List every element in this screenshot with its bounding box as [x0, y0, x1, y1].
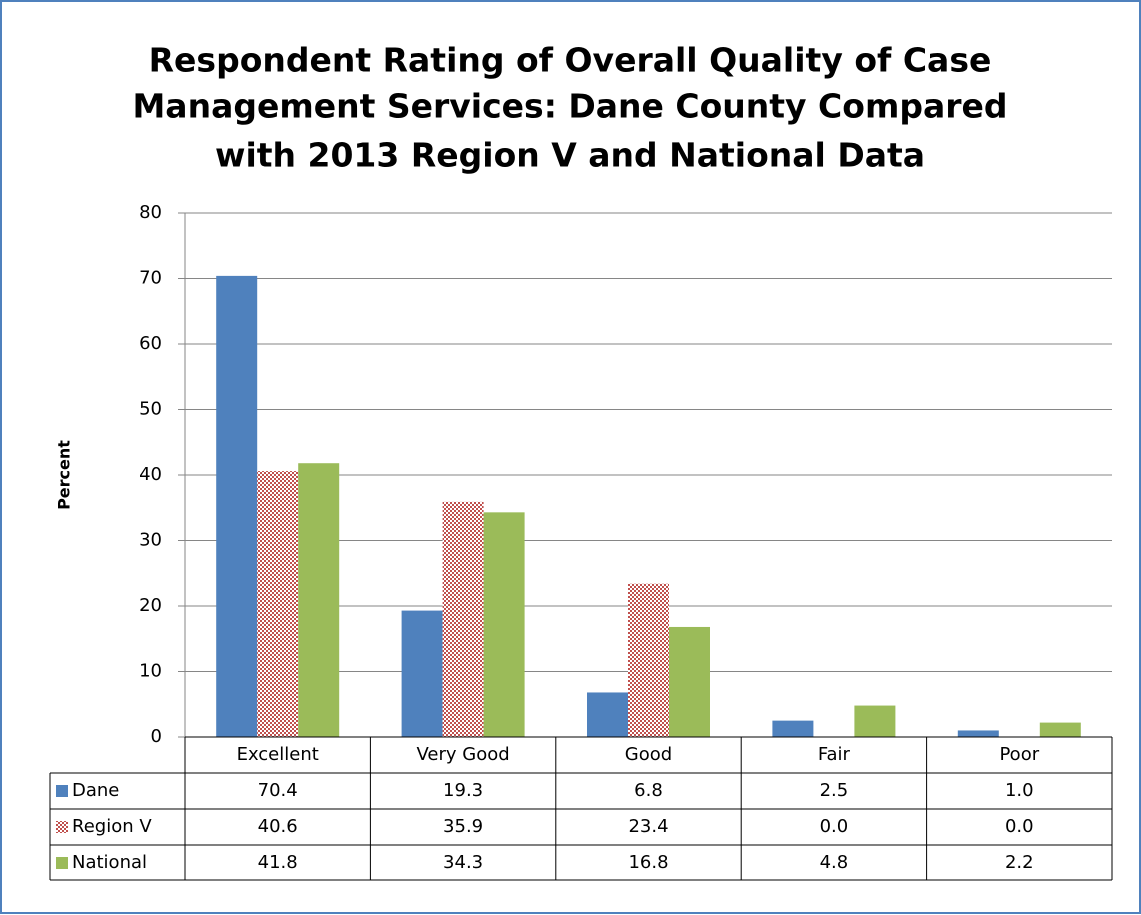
x-tick-label: Fair [818, 744, 851, 765]
chart-title: with 2013 Region V and National Data [215, 136, 925, 175]
table-value: 35.9 [443, 816, 483, 837]
y-tick-label: 70 [139, 268, 162, 289]
bar [442, 501, 484, 737]
y-tick-label: 0 [151, 726, 162, 747]
table-value: 4.8 [820, 852, 849, 873]
legend-key [56, 857, 68, 869]
bar [628, 583, 669, 737]
table-value: 34.3 [443, 852, 483, 873]
x-tick-label: Very Good [417, 744, 510, 765]
y-tick-label: 30 [139, 530, 162, 551]
x-tick-label: Excellent [237, 744, 319, 765]
legend-label: Region V [72, 816, 152, 837]
x-tick-label: Good [625, 744, 672, 765]
table-value: 2.5 [820, 780, 849, 801]
legend-label: National [72, 852, 147, 873]
y-tick-label: 20 [139, 595, 162, 616]
table-value: 16.8 [628, 852, 668, 873]
table-value: 0.0 [1005, 816, 1034, 837]
legend-key [56, 785, 68, 797]
bar [854, 705, 896, 737]
table-value: 6.8 [634, 780, 663, 801]
legend-label: Dane [72, 780, 119, 801]
table-value: 0.0 [820, 816, 849, 837]
table-value: 41.8 [258, 852, 298, 873]
bar [257, 471, 299, 737]
bar [957, 730, 999, 737]
chart-title: Management Services: Dane County Compare… [132, 87, 1007, 126]
table-value: 19.3 [443, 780, 483, 801]
y-tick-label: 50 [139, 399, 162, 420]
table-value: 2.2 [1005, 852, 1034, 873]
bar [216, 275, 258, 737]
legend-key [56, 821, 68, 833]
table-value: 70.4 [258, 780, 298, 801]
y-tick-label: 40 [139, 464, 162, 485]
bar [483, 512, 525, 737]
x-tick-label: Poor [999, 744, 1039, 765]
y-tick-label: 60 [139, 333, 162, 354]
chart-title: Respondent Rating of Overall Quality of … [149, 41, 992, 80]
table-value: 40.6 [258, 816, 298, 837]
bar [1039, 722, 1081, 737]
bar [401, 610, 443, 737]
y-tick-label: 80 [139, 202, 162, 223]
bar [772, 720, 814, 737]
y-axis-label: Percent [55, 440, 74, 510]
bar [587, 692, 628, 737]
bar [669, 626, 710, 737]
table-value: 23.4 [628, 816, 668, 837]
table-value: 1.0 [1005, 780, 1034, 801]
bar [298, 463, 340, 737]
y-tick-label: 10 [139, 661, 162, 682]
